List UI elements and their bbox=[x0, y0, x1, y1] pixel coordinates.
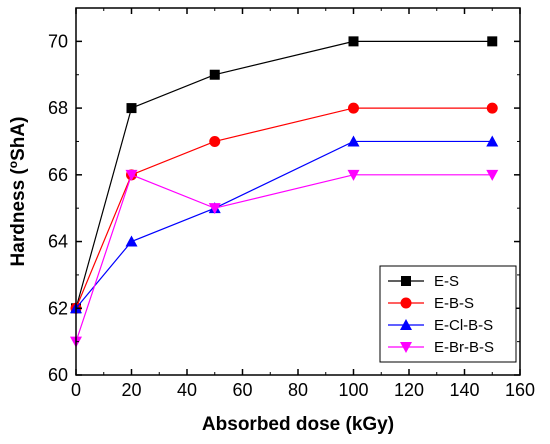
x-tick-label-0: 0 bbox=[71, 380, 81, 400]
y-tick-label-1: 62 bbox=[48, 298, 68, 318]
legend-label-0: E-S bbox=[434, 273, 459, 290]
series-2-point-3 bbox=[347, 135, 360, 147]
series-3-point-1 bbox=[125, 169, 138, 181]
legend-marker-3 bbox=[400, 342, 412, 353]
series-3-point-3 bbox=[347, 169, 360, 181]
x-tick-label-4: 80 bbox=[288, 380, 308, 400]
legend-label-3: E-Br-B-S bbox=[434, 339, 494, 356]
series-1-point-4 bbox=[486, 102, 498, 114]
plot-area bbox=[70, 36, 499, 348]
x-tick-label-3: 60 bbox=[232, 380, 252, 400]
series-0-point-2 bbox=[209, 69, 220, 80]
legend-marker-0 bbox=[401, 276, 411, 286]
x-tick-label-2: 40 bbox=[177, 380, 197, 400]
series-2-point-4 bbox=[486, 135, 499, 147]
x-tick-label-8: 160 bbox=[505, 380, 535, 400]
legend-marker-1 bbox=[400, 297, 412, 309]
x-axis-title: Absorbed dose (kGy) bbox=[202, 414, 394, 435]
y-tick-label-3: 66 bbox=[48, 165, 68, 185]
series-3-point-2 bbox=[208, 203, 221, 215]
y-axis-title-superscript: o bbox=[6, 161, 20, 168]
x-tick-label-7: 140 bbox=[449, 380, 479, 400]
x-tick-label-5: 100 bbox=[338, 380, 368, 400]
series-1-point-2 bbox=[209, 135, 221, 147]
legend: E-S E-B-S E-Cl-B-S E-Br-B-S bbox=[379, 265, 517, 363]
x-tick-label-1: 20 bbox=[121, 380, 141, 400]
x-tick-label-6: 120 bbox=[394, 380, 424, 400]
y-axis-title: Hardness (oShA) bbox=[6, 117, 29, 267]
series-0-point-3 bbox=[348, 36, 359, 47]
series-0-point-4 bbox=[487, 36, 498, 47]
y-tick-label-2: 64 bbox=[48, 232, 68, 252]
series-3-point-4 bbox=[486, 169, 499, 181]
y-tick-label-0: 60 bbox=[48, 365, 68, 385]
series-0-point-1 bbox=[126, 103, 137, 114]
legend-label-1: E-B-S bbox=[434, 295, 474, 312]
y-axis-title-rest: ShA) bbox=[8, 117, 29, 161]
y-tick-label-5: 70 bbox=[48, 31, 68, 51]
legend-marker-2 bbox=[400, 319, 412, 330]
series-2-point-1 bbox=[125, 235, 138, 247]
series-1-point-3 bbox=[348, 102, 359, 114]
legend-label-2: E-Cl-B-S bbox=[434, 317, 493, 334]
y-axis-title-main: Hardness ( bbox=[8, 168, 29, 267]
y-tick-label-4: 68 bbox=[48, 98, 68, 118]
axes: 0 20 40 60 80 100 120 140 160 60 62 64 66 68 70 bbox=[48, 7, 535, 400]
